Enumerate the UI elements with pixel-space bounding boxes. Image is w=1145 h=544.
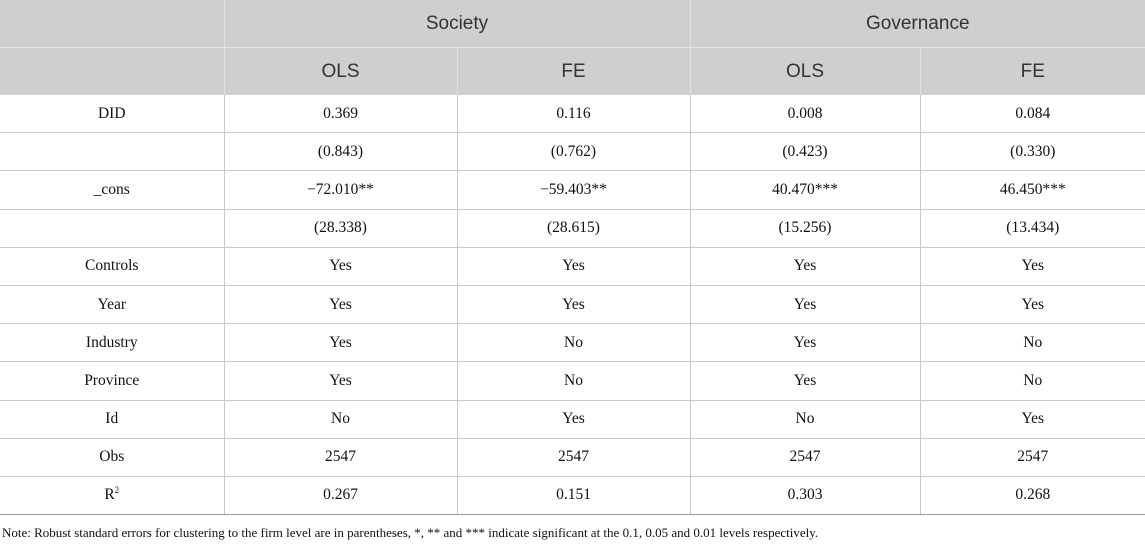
table-row: Province Yes No Yes No: [0, 361, 1145, 401]
header-corner-cell: [0, 0, 224, 48]
row-label: DID: [0, 95, 224, 134]
table-cell: 0.267: [223, 476, 457, 516]
table-cell: No: [919, 361, 1145, 401]
table-cell: (28.338): [223, 209, 457, 248]
table-cell: Yes: [689, 285, 920, 325]
table-cell: Yes: [456, 400, 690, 439]
row-label: Obs: [0, 438, 224, 477]
table-cell: 2547: [689, 438, 920, 477]
table-cell: 0.116: [456, 95, 690, 134]
table-cell: −59.403**: [456, 170, 690, 210]
table-cell: (15.256): [689, 209, 920, 248]
row-label: Id: [0, 400, 224, 439]
header-method-row: OLS FE OLS FE: [0, 47, 1145, 95]
row-label: [0, 209, 224, 248]
table-footnote: Note: Robust standard errors for cluster…: [2, 525, 819, 540]
table-cell: No: [223, 400, 457, 439]
table-cell: 0.268: [919, 476, 1145, 516]
header-group-governance: Governance: [689, 0, 1145, 48]
table-cell: 0.084: [919, 95, 1145, 134]
table-cell: −72.010**: [223, 170, 457, 210]
table-cell: Yes: [919, 400, 1145, 439]
table-cell: No: [919, 323, 1145, 363]
table-row: _cons −72.010** −59.403** 40.470*** 46.4…: [0, 170, 1145, 210]
table-cell: Yes: [456, 285, 690, 325]
table-row: Obs 2547 2547 2547 2547: [0, 438, 1145, 477]
table-cell: 0.151: [456, 476, 690, 516]
table-cell: 46.450***: [919, 170, 1145, 210]
table-cell: (0.843): [223, 132, 457, 172]
r-squared-letter: R: [104, 486, 115, 504]
table-cell: Yes: [223, 323, 457, 363]
table-row: Id No Yes No Yes: [0, 400, 1145, 439]
r-squared-superscript: 2: [114, 485, 120, 496]
header-method-governance-fe: FE: [919, 47, 1145, 95]
table-cell: Yes: [223, 247, 457, 286]
table-row: DID 0.369 0.116 0.008 0.084: [0, 95, 1145, 134]
table-cell: No: [689, 400, 920, 439]
table-cell: (0.423): [689, 132, 920, 172]
table-row: Year Yes Yes Yes Yes: [0, 285, 1145, 325]
table-cell: 2547: [919, 438, 1145, 477]
table-body: DID 0.369 0.116 0.008 0.084 (0.843) (0.7…: [0, 95, 1145, 516]
table-cell: (13.434): [919, 209, 1145, 248]
table-cell: Yes: [456, 247, 690, 286]
table-cell: 0.369: [223, 95, 457, 134]
header-method-society-fe: FE: [456, 47, 690, 95]
table-cell: Yes: [689, 323, 920, 363]
table-cell: 2547: [456, 438, 690, 477]
table-cell: No: [456, 323, 690, 363]
header-method-society-ols: OLS: [223, 47, 457, 95]
table-cell: Yes: [919, 247, 1145, 286]
table-cell: Yes: [919, 285, 1145, 325]
row-label: [0, 132, 224, 172]
header-group-row: Society Governance: [0, 0, 1145, 48]
row-label-r-squared: R2: [0, 476, 224, 516]
row-label: Controls: [0, 247, 224, 286]
table-cell: 2547: [223, 438, 457, 477]
table-row: Controls Yes Yes Yes Yes: [0, 247, 1145, 286]
table-cell: (0.762): [456, 132, 690, 172]
table-cell: No: [456, 361, 690, 401]
regression-table: Society Governance OLS FE OLS FE DID 0.3…: [0, 0, 1145, 516]
row-label: Industry: [0, 323, 224, 363]
header-corner-cell: [0, 47, 224, 95]
table-header: Society Governance OLS FE OLS FE: [0, 0, 1145, 95]
header-method-governance-ols: OLS: [689, 47, 920, 95]
table-cell: Yes: [689, 361, 920, 401]
table-cell: (28.615): [456, 209, 690, 248]
table-cell: 0.303: [689, 476, 920, 516]
row-label: _cons: [0, 170, 224, 210]
table-row: (28.338) (28.615) (15.256) (13.434): [0, 209, 1145, 248]
table-cell: 40.470***: [689, 170, 920, 210]
table-row: Industry Yes No Yes No: [0, 323, 1145, 363]
table-row: (0.843) (0.762) (0.423) (0.330): [0, 132, 1145, 172]
table-cell: 0.008: [689, 95, 920, 134]
table-cell: Yes: [689, 247, 920, 286]
table-cell: Yes: [223, 285, 457, 325]
table-row: R2 0.267 0.151 0.303 0.268: [0, 476, 1145, 516]
header-group-society: Society: [223, 0, 690, 48]
row-label: Province: [0, 361, 224, 401]
table-cell: (0.330): [919, 132, 1145, 172]
row-label: Year: [0, 285, 224, 325]
table-cell: Yes: [223, 361, 457, 401]
